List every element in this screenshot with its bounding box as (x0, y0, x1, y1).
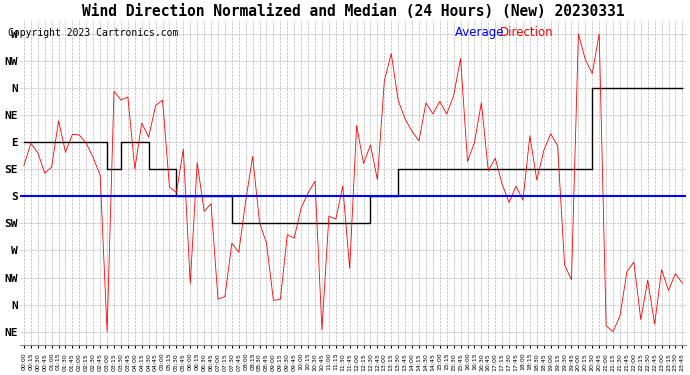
Text: Copyright 2023 Cartronics.com: Copyright 2023 Cartronics.com (8, 28, 179, 38)
Text: Direction: Direction (500, 26, 554, 39)
Text: Average: Average (455, 26, 508, 39)
Title: Wind Direction Normalized and Median (24 Hours) (New) 20230331: Wind Direction Normalized and Median (24… (82, 4, 624, 19)
